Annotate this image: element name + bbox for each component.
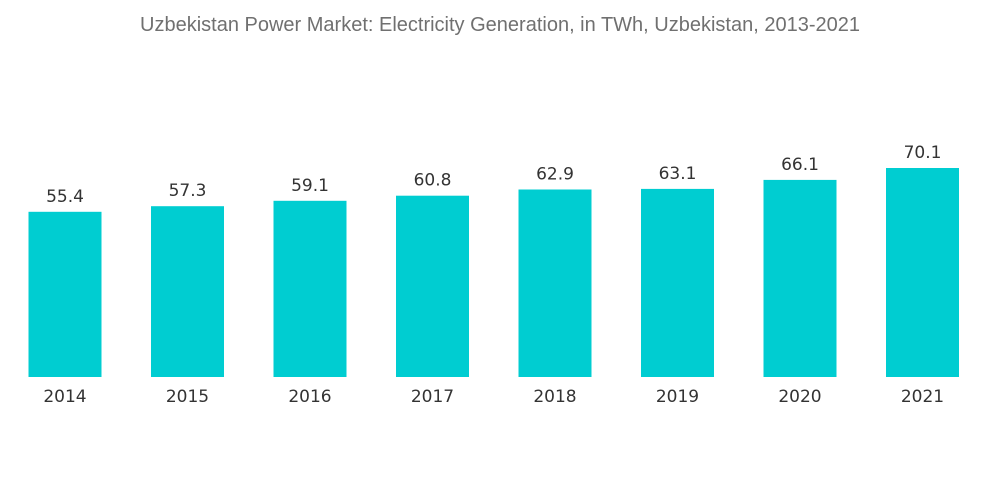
x-tick-label-2021: 2021 [901,387,944,407]
x-tick-label-2017: 2017 [411,387,454,407]
bar-2014 [28,211,102,377]
chart-title: Uzbekistan Power Market: Electricity Gen… [140,14,860,36]
bar-2019 [641,188,714,377]
x-tick-label-2016: 2016 [288,387,331,407]
value-label-2021: 70.1 [904,143,942,163]
bars-layer [28,168,959,377]
x-tick-label-2019: 2019 [656,387,699,407]
bar-2016 [273,200,347,377]
value-label-2017: 60.8 [414,171,452,191]
bar-2018 [518,189,592,377]
bar-2017 [396,195,469,377]
x-tick-label-2015: 2015 [166,387,209,407]
bar-2015 [151,206,224,377]
x-tick-label-2020: 2020 [778,387,821,407]
value-label-2016: 59.1 [291,176,329,196]
x-axis-tick-labels: 2014 2015 2016 2017 2018 2019 2020 2021 [43,387,944,407]
value-label-2018: 62.9 [536,165,574,185]
value-label-2020: 66.1 [781,155,819,175]
bar-2021 [886,168,959,377]
value-label-2019: 63.1 [659,164,697,184]
value-labels-layer: 55.4 57.3 59.1 60.8 62.9 63.1 66.1 70.1 [46,143,941,207]
x-tick-label-2014: 2014 [43,387,86,407]
bar-2020 [763,179,837,377]
x-tick-label-2018: 2018 [533,387,576,407]
value-label-2015: 57.3 [169,181,207,201]
value-label-2014: 55.4 [46,187,84,207]
